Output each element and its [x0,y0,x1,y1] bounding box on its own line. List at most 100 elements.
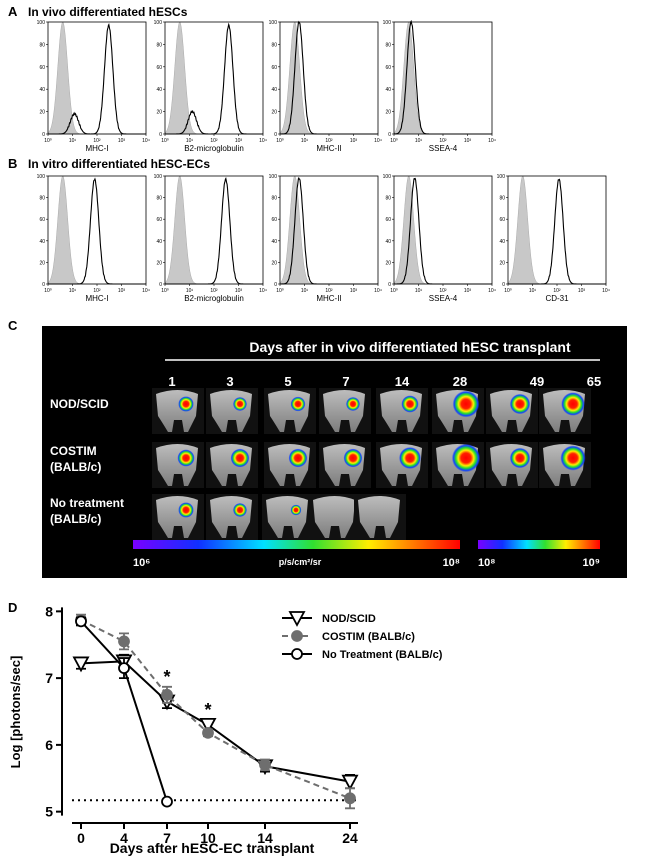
y-tick-label: 60 [156,65,162,71]
signal [452,390,480,418]
signal [399,447,421,469]
series-line [80,660,351,783]
y-tick-label: 100 [154,174,163,180]
x-tick-label: 10² [93,138,101,144]
mouse-image [309,494,361,540]
day-label: 7 [342,374,349,389]
y-tick-label: 0 [42,282,45,288]
y-tick-label: 0 [388,132,391,138]
x-tick-label: 10⁰ [390,288,398,294]
isotype-histogram [393,175,492,285]
signal [177,449,195,467]
x-tick-label: 10⁰ [504,288,512,294]
y-tick-label: 40 [271,87,277,93]
y-tick-label: 40 [39,239,45,245]
isotype-histogram [47,21,146,135]
x-tick-label: 10¹ [529,288,537,294]
x-tick-label: 10⁰ [44,288,52,294]
mouse-image [152,388,204,434]
x-tick-label: 7 [163,830,171,846]
signal [346,397,360,411]
panel-title: In vivo differentiated hESCs [28,5,188,19]
x-tick-label: 10¹ [301,288,309,294]
legend-label: NOD/SCID [322,613,376,625]
y-tick-label: 40 [156,87,162,93]
x-tick-label: 10³ [118,288,126,294]
x-tick-label: 10² [553,288,561,294]
marker [161,688,173,701]
y-tick-label: 100 [383,174,392,180]
y-tick-label: 80 [271,196,277,202]
x-tick-label: 10³ [464,288,472,294]
y-axis-label: Log [photons/sec] [8,656,23,769]
marker [288,611,306,627]
x-tick-label: 10¹ [69,288,77,294]
x-tick-label: 10⁴ [602,288,610,294]
x-tick-label: 10² [93,288,101,294]
y-tick-label: 100 [383,20,392,26]
marker-label: B2-microglobulin [184,294,244,303]
y-tick-label: 20 [385,260,391,266]
x-tick-label: 10³ [235,138,243,144]
marker-label: B2-microglobulin [184,144,244,153]
y-tick-label: 60 [271,217,277,223]
x-tick-label: 10⁴ [488,288,496,294]
x-tick-label: 10² [325,138,333,144]
colorbar-label: 10⁶ [133,557,150,569]
x-tick-label: 10² [210,288,218,294]
day-label: 1 [168,374,175,389]
legend-item: NOD/SCID [282,611,376,627]
marker-label: CD-31 [545,294,569,303]
marker-label: MHC-I [85,294,108,303]
y-tick-label: 40 [39,87,45,93]
x-tick-label: 10⁴ [374,138,382,144]
marker-label: MHC-II [316,144,341,153]
marker-label: SSEA-4 [429,294,458,303]
signal [290,396,306,412]
y-tick-label: 20 [39,110,45,116]
panel-letter: A [8,4,18,19]
x-tick-label: 10⁴ [142,138,150,144]
mouse-image [319,442,371,488]
isotype-histogram [164,21,263,135]
legend-item: No Treatment (BALB/c) [282,648,443,661]
legend-label: COSTIM (BALB/c) [322,631,415,643]
marker [199,717,217,734]
y-tick-label: 60 [156,217,162,223]
annotation: * [163,667,170,687]
mouse-image [152,442,204,488]
x-tick-label: 0 [77,830,85,846]
signal [288,448,308,468]
mouse-image [376,388,428,434]
row-label: COSTIM [50,444,97,458]
y-tick-label: 20 [385,110,391,116]
panel-letter: B [8,156,17,171]
row-label: No treatment [50,496,124,510]
x-tick-label: 10⁴ [142,288,150,294]
series-line [80,619,351,800]
marker [291,648,303,660]
isotype-histogram [164,175,263,285]
y-tick-label: 80 [156,42,162,48]
x-tick-label: 10⁴ [488,138,496,144]
y-tick-label: 40 [499,239,505,245]
mouse-image [376,442,428,488]
x-tick-label: 10³ [118,138,126,144]
marker [344,792,356,805]
y-tick-label: 0 [388,282,391,288]
y-tick-label: 6 [45,737,53,753]
x-tick-label: 10⁴ [259,288,267,294]
y-tick-label: 0 [274,132,277,138]
y-tick-label: 80 [499,196,505,202]
mouse-image [539,442,591,488]
x-tick-label: 10³ [350,138,358,144]
x-tick-label: 10⁰ [390,138,398,144]
x-tick-label: 14 [257,830,273,846]
y-tick-label: 20 [499,260,505,266]
x-tick-label: 10¹ [186,288,194,294]
x-tick-label: 10⁰ [44,138,52,144]
y-tick-label: 80 [156,196,162,202]
annotation: * [204,700,211,720]
marker [72,656,90,673]
y-tick-label: 7 [45,670,53,686]
